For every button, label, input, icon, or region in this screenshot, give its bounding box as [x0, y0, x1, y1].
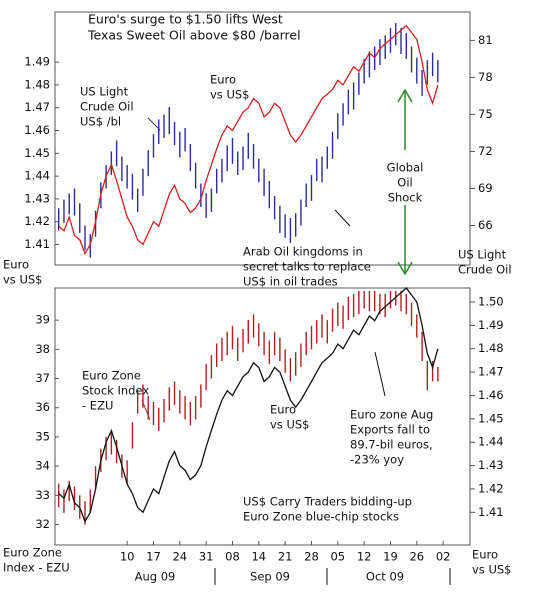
annotation: Global [387, 161, 424, 175]
x-tick-label: 02 [436, 550, 451, 564]
x-tick-label: 28 [304, 550, 319, 564]
x-tick-label: 26 [409, 550, 424, 564]
y2-tick-label: 78 [478, 70, 493, 84]
annotation: vs US$ [3, 273, 43, 287]
x-group-label: Oct 09 [366, 570, 404, 584]
x-group-label: Aug 09 [135, 570, 176, 584]
annotation: US$ Carry Traders bidding-up [243, 495, 412, 509]
y-tick-label: 35 [35, 429, 50, 443]
annotation: 89.7-bil euros, [350, 438, 433, 452]
x-tick-label: 19 [383, 550, 398, 564]
annotation: Oil [397, 176, 412, 190]
bottom-panel-frame [54, 287, 471, 546]
y2-tick-label: 1.41 [478, 505, 504, 519]
x-tick-label: 24 [172, 550, 187, 564]
annotation: secret talks to replace [243, 260, 371, 274]
x-group-label: Sep 09 [250, 570, 290, 584]
annotation: US$ /bl [80, 115, 121, 129]
annotation: vs US$ [472, 563, 512, 577]
y2-tick-label: 1.50 [478, 295, 504, 309]
annotation: Euro [210, 73, 236, 87]
annotation: Stock Index [82, 384, 149, 398]
y2-tick-label: 1.49 [478, 318, 504, 332]
y-tick-label: 1.46 [24, 123, 50, 137]
annotation: -23% yoy [350, 453, 404, 467]
y2-tick-label: 69 [478, 181, 493, 195]
x-tick-label: 12 [357, 550, 372, 564]
callout-line [374, 351, 386, 397]
y-tick-label: 1.47 [24, 100, 50, 114]
annotation: Shock [388, 191, 423, 205]
y-tick-label: 38 [35, 342, 50, 356]
y2-tick-label: 81 [478, 33, 493, 47]
y2-tick-label: 1.44 [478, 435, 504, 449]
annotation: US Light [458, 248, 507, 262]
y-tick-label: 1.41 [24, 237, 50, 251]
x-tick-label: 05 [330, 550, 345, 564]
annotation: Euro Zone [82, 369, 141, 383]
y-tick-label: 34 [35, 459, 50, 473]
y-tick-label: 1.44 [24, 169, 50, 183]
annotation: Euro Zone [3, 546, 62, 560]
annotation: Crude Oil [80, 100, 134, 114]
y-tick-label: 1.49 [24, 55, 50, 69]
y-tick-label: 1.42 [24, 214, 50, 228]
y2-tick-label: 1.47 [478, 365, 504, 379]
annotation: Euro [270, 403, 296, 417]
x-tick-label: 14 [251, 550, 266, 564]
line [58, 287, 439, 524]
annotation: US Light [80, 85, 129, 99]
annotation: Crude Oil [458, 263, 512, 277]
y2-tick-label: 72 [478, 144, 493, 158]
annotation: Exports fall to [350, 423, 430, 437]
annotation: - EZU [82, 399, 113, 413]
y2-tick-label: 1.46 [478, 388, 504, 402]
y2-tick-label: 1.45 [478, 411, 504, 425]
y-tick-label: 36 [35, 400, 50, 414]
annotation: Euro [472, 548, 498, 562]
annotation: Index - EZU [3, 561, 70, 575]
x-tick-label: 08 [225, 550, 240, 564]
callout-line [147, 117, 161, 131]
y-tick-label: 1.48 [24, 77, 50, 91]
annotation: Arab Oil kingdoms in [243, 245, 363, 259]
chart-title: Euro's surge to $1.50 lifts West [88, 12, 283, 27]
y2-tick-label: 1.42 [478, 481, 504, 495]
x-tick-label: 31 [199, 550, 214, 564]
line [58, 24, 439, 256]
y2-tick-label: 1.48 [478, 341, 504, 355]
y2-tick-label: 75 [478, 107, 493, 121]
annotation: Euro [3, 258, 29, 272]
y-tick-label: 32 [35, 517, 50, 531]
callout-line [334, 209, 351, 227]
y-tick-label: 1.45 [24, 146, 50, 160]
arrow-head [397, 261, 413, 276]
y-tick-label: 33 [35, 488, 50, 502]
annotation: vs US$ [270, 418, 310, 432]
x-tick-label: 10 [120, 550, 135, 564]
y-tick-label: 39 [35, 313, 50, 327]
y2-tick-label: 66 [478, 218, 493, 232]
x-tick-label: 21 [278, 550, 293, 564]
annotation: US$ in oil trades [243, 275, 338, 289]
annotation: Euro Zone blue-chip stocks [243, 510, 399, 524]
top-panel-frame [54, 11, 471, 266]
y-tick-label: 37 [35, 371, 50, 385]
y2-tick-label: 1.43 [478, 458, 504, 472]
annotation: Euro zone Aug [350, 408, 433, 422]
annotation: vs US$ [210, 88, 250, 102]
y-tick-label: 1.43 [24, 191, 50, 205]
arrow-head [397, 88, 413, 103]
chart-title: Texas Sweet Oil above $80 /barrel [87, 28, 301, 43]
x-tick-label: 17 [146, 550, 161, 564]
